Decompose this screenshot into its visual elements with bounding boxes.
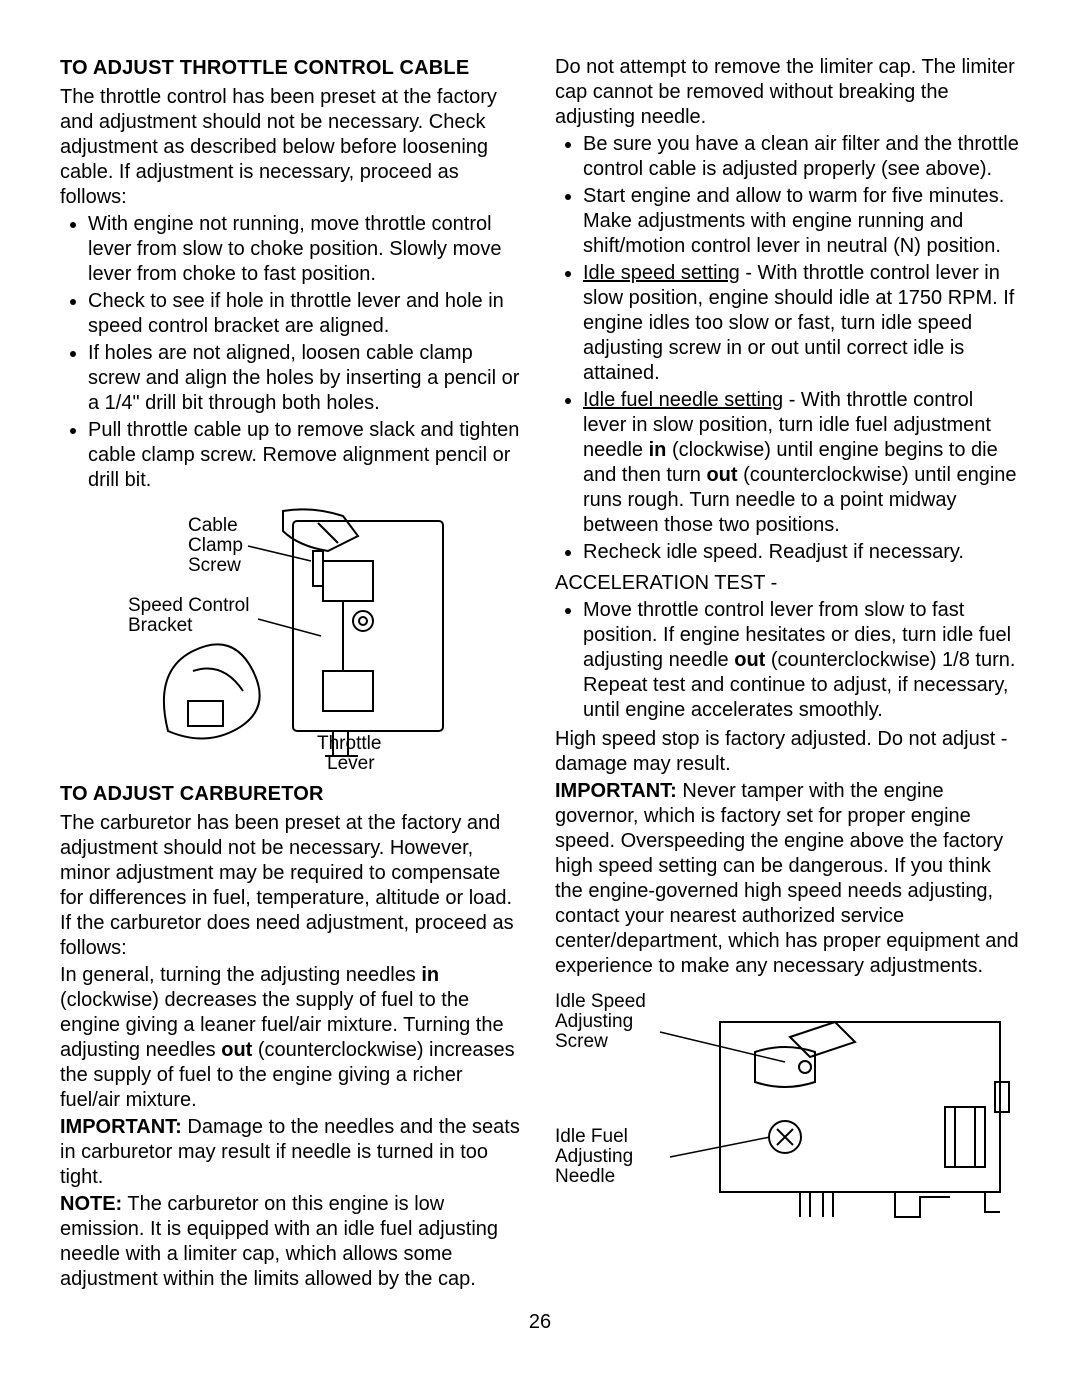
list-item: Start engine and allow to warm for five … <box>583 184 1020 259</box>
accel-bullets: Move throttle control lever from slow to… <box>555 598 1020 723</box>
page: TO ADJUST THROTTLE CONTROL CABLE The thr… <box>0 0 1080 1324</box>
para-carb-intro: The carburetor has been preset at the fa… <box>60 811 525 961</box>
label-throttle-lever: ThrottleLever <box>317 733 381 771</box>
list-item: Move throttle control lever from slow to… <box>583 598 1020 723</box>
para-limiter: Do not attempt to remove the limiter cap… <box>555 55 1020 130</box>
carb-bullets: Be sure you have a clean air filter and … <box>555 132 1020 565</box>
para-highspeed: High speed stop is factory adjusted. Do … <box>555 727 1020 777</box>
heading-accel: ACCELERATION TEST - <box>555 571 1020 596</box>
right-column: Do not attempt to remove the limiter cap… <box>555 55 1020 1294</box>
heading-throttle: TO ADJUST THROTTLE CONTROL CABLE <box>60 55 525 81</box>
page-number: 26 <box>529 1311 551 1334</box>
label-idle-speed: Idle SpeedAdjustingScrew <box>555 991 646 1052</box>
list-item: Be sure you have a clean air filter and … <box>583 132 1020 182</box>
list-item: Recheck idle speed. Readjust if necessar… <box>583 540 1020 565</box>
label-speed-bracket: Speed ControlBracket <box>128 595 249 636</box>
para-carb-needles: In general, turning the adjusting needle… <box>60 963 525 1113</box>
list-item: Idle fuel needle setting - With throttle… <box>583 388 1020 538</box>
list-item: With engine not running, move throttle c… <box>88 212 525 287</box>
para-note-left: NOTE: The carburetor on this engine is l… <box>60 1192 525 1292</box>
list-item: If holes are not aligned, loosen cable c… <box>88 341 525 416</box>
throttle-bullets: With engine not running, move throttle c… <box>60 212 525 493</box>
para-important-right: IMPORTANT: Never tamper with the engine … <box>555 779 1020 979</box>
left-column: TO ADJUST THROTTLE CONTROL CABLE The thr… <box>60 55 525 1294</box>
para-throttle-intro: The throttle control has been preset at … <box>60 85 525 210</box>
label-idle-fuel: Idle FuelAdjustingNeedle <box>555 1126 633 1187</box>
para-important-left: IMPORTANT: Damage to the needles and the… <box>60 1115 525 1190</box>
list-item: Idle speed setting - With throttle contr… <box>583 261 1020 386</box>
list-item: Pull throttle cable up to remove slack a… <box>88 418 525 493</box>
heading-carburetor: TO ADJUST CARBURETOR <box>60 781 525 807</box>
figure-carburetor: Idle SpeedAdjustingScrew Idle FuelAdjust… <box>555 987 1015 1227</box>
list-item: Check to see if hole in throttle lever a… <box>88 289 525 339</box>
label-cable: CableClampScrew <box>188 515 243 576</box>
figure-throttle-cable: CableClampScrew Speed ControlBracket Thr… <box>113 501 473 771</box>
